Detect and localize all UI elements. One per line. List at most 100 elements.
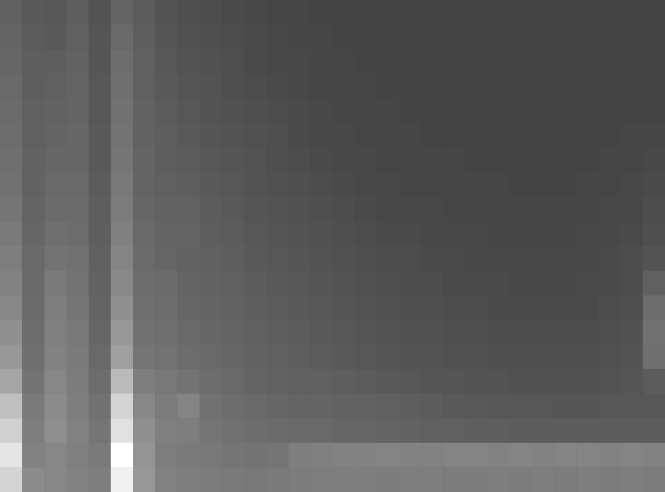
heatmap-cell (399, 148, 422, 173)
heatmap-cell (443, 148, 466, 173)
heatmap-cell (443, 172, 466, 197)
heatmap-cell (443, 221, 466, 246)
heatmap-cell (155, 467, 178, 492)
heatmap-cell (621, 295, 644, 320)
heatmap-cell (266, 467, 289, 492)
heatmap-cell (466, 123, 489, 148)
heatmap-cell (599, 221, 622, 246)
heatmap-cell (155, 344, 178, 369)
heatmap-cell (133, 74, 156, 99)
heatmap-cell (44, 148, 67, 173)
heatmap-cell (466, 271, 489, 296)
heatmap-cell (554, 418, 577, 443)
heatmap-cell (244, 123, 267, 148)
heatmap-cell (177, 246, 200, 271)
heatmap-cell (510, 74, 533, 99)
heatmap-cell (510, 418, 533, 443)
heatmap-cell (155, 246, 178, 271)
heatmap-cell (643, 418, 665, 443)
heatmap-cell (643, 246, 665, 271)
heatmap-cell (488, 320, 511, 345)
heatmap-cell (155, 148, 178, 173)
heatmap-cell (399, 0, 422, 25)
heatmap-cell (222, 246, 245, 271)
chart (0, 0, 665, 492)
heatmap-cell (244, 443, 267, 468)
heatmap-cell (22, 197, 45, 222)
heatmap-cell (576, 467, 599, 492)
heatmap-cell (155, 320, 178, 345)
heatmap-cell (67, 467, 90, 492)
heatmap-cell (200, 49, 223, 74)
heatmap-cell (67, 74, 90, 99)
heatmap-cell (0, 148, 23, 173)
plot-area (0, 0, 665, 492)
heatmap-cell (643, 344, 665, 369)
heatmap-cell (67, 344, 90, 369)
heatmap-cell (643, 0, 665, 25)
heatmap-cell (532, 0, 555, 25)
heatmap-cell (621, 467, 644, 492)
heatmap-cell (554, 25, 577, 50)
heatmap-cell (22, 246, 45, 271)
heatmap-cell (621, 197, 644, 222)
heatmap-cell (44, 49, 67, 74)
heatmap-cell (532, 98, 555, 123)
heatmap-cell (288, 98, 311, 123)
heatmap-cell (288, 467, 311, 492)
heatmap-cell (155, 443, 178, 468)
heatmap-cell (510, 123, 533, 148)
heatmap-cell (155, 172, 178, 197)
heatmap-cell (443, 271, 466, 296)
heatmap-cell (133, 369, 156, 394)
heatmap-cell (133, 49, 156, 74)
heatmap-cell (310, 221, 333, 246)
heatmap-cell (488, 295, 511, 320)
heatmap-cell (532, 74, 555, 99)
heatmap-cell (510, 320, 533, 345)
heatmap-cell (488, 49, 511, 74)
heatmap-cell (222, 197, 245, 222)
heatmap-cell (22, 344, 45, 369)
heatmap-cell (89, 369, 112, 394)
heatmap-cell (266, 443, 289, 468)
heatmap-cell (200, 172, 223, 197)
heatmap-cell (599, 123, 622, 148)
heatmap-cell (488, 197, 511, 222)
heatmap-cell (333, 172, 356, 197)
heatmap-cell (22, 221, 45, 246)
heatmap-cell (488, 418, 511, 443)
heatmap-cell (443, 98, 466, 123)
heatmap-cell (377, 394, 400, 419)
heatmap-cell (200, 443, 223, 468)
heatmap-cell (155, 418, 178, 443)
heatmap-cell (466, 221, 489, 246)
heatmap-cell (133, 295, 156, 320)
heatmap-cell (510, 271, 533, 296)
heatmap-cell (0, 49, 23, 74)
heatmap-cell (288, 221, 311, 246)
heatmap-cell (532, 467, 555, 492)
heatmap-cell (599, 148, 622, 173)
heatmap-cell (333, 295, 356, 320)
heatmap-cell (443, 418, 466, 443)
heatmap-cell (288, 320, 311, 345)
heatmap-cell (443, 394, 466, 419)
heatmap-cell (399, 74, 422, 99)
heatmap-cell (288, 443, 311, 468)
heatmap-cell (177, 74, 200, 99)
heatmap-cell (399, 221, 422, 246)
heatmap-cell (89, 394, 112, 419)
heatmap-cell (200, 369, 223, 394)
heatmap-cell (177, 344, 200, 369)
heatmap-cell (576, 74, 599, 99)
heatmap-cell (466, 295, 489, 320)
heatmap-cell (333, 467, 356, 492)
heatmap-cell (355, 295, 378, 320)
heatmap-cell (111, 172, 134, 197)
heatmap-cell (22, 123, 45, 148)
heatmap-cell (399, 172, 422, 197)
heatmap-cell (155, 25, 178, 50)
heatmap-cell (155, 271, 178, 296)
heatmap-cell (333, 49, 356, 74)
